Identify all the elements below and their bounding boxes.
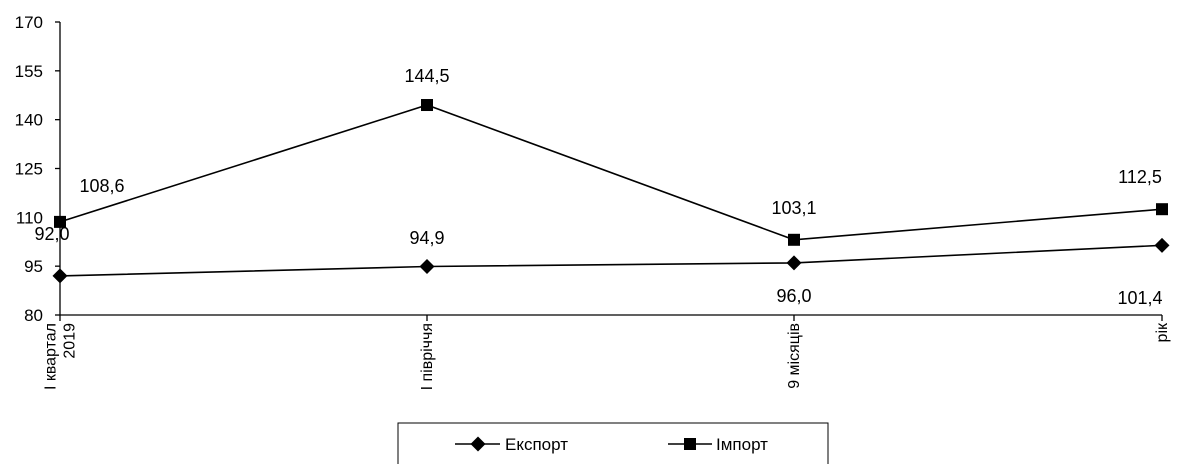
import-point xyxy=(421,99,433,112)
axes: 80 95 110 125 140 155 170 I квартал 2019 I півріч… xyxy=(15,13,1171,390)
series-line-import xyxy=(59,104,1163,241)
series-layer xyxy=(52,99,1170,284)
x-tick-label-group: I квартал 2019 xyxy=(43,323,79,390)
x-tick-label: 2019 xyxy=(62,323,79,359)
data-label: 112,5 xyxy=(1118,167,1162,187)
y-tick-label: 125 xyxy=(15,160,43,179)
export-point xyxy=(52,268,68,284)
legend: Експорт Імпорт xyxy=(397,422,829,464)
x-tick-label-group: 9 місяців xyxy=(786,323,803,389)
export-point xyxy=(419,258,435,274)
import-point xyxy=(788,233,800,246)
data-label: 94,9 xyxy=(409,228,444,248)
series-line-export xyxy=(59,244,1163,277)
y-tick-label: 155 xyxy=(15,62,43,81)
x-tick-label: рік xyxy=(1154,322,1171,342)
import-point xyxy=(54,215,66,228)
export-point xyxy=(1154,237,1170,253)
x-tick-label-group: рік xyxy=(1154,322,1171,342)
x-tick-label: I півріччя xyxy=(419,323,436,390)
y-tick-label: 140 xyxy=(15,111,43,130)
data-label: 96,0 xyxy=(776,286,811,306)
data-label: 101,4 xyxy=(1117,288,1162,308)
data-label: 92,0 xyxy=(34,224,69,244)
data-label: 144,5 xyxy=(404,66,449,86)
data-labels: 92,0 94,9 96,0 101,4 108,6 144,5 103,1 112,5 xyxy=(34,66,1162,308)
export-point xyxy=(786,255,802,271)
y-tick-label: 95 xyxy=(24,257,43,276)
data-label: 108,6 xyxy=(79,176,124,196)
x-tick-label: 9 місяців xyxy=(786,323,803,389)
data-label: 103,1 xyxy=(771,198,816,218)
y-tick-label: 80 xyxy=(24,306,43,325)
square-icon xyxy=(684,438,696,450)
y-tick-label: 110 xyxy=(16,208,43,227)
legend-label-export: Експорт xyxy=(505,435,568,454)
x-tick-label-group: I півріччя xyxy=(419,323,436,390)
x-tick-label: I квартал xyxy=(43,323,60,390)
y-tick-label: 170 xyxy=(15,13,43,32)
import-point xyxy=(1156,203,1168,216)
legend-label-import: Імпорт xyxy=(716,435,768,454)
diamond-icon xyxy=(470,436,486,452)
